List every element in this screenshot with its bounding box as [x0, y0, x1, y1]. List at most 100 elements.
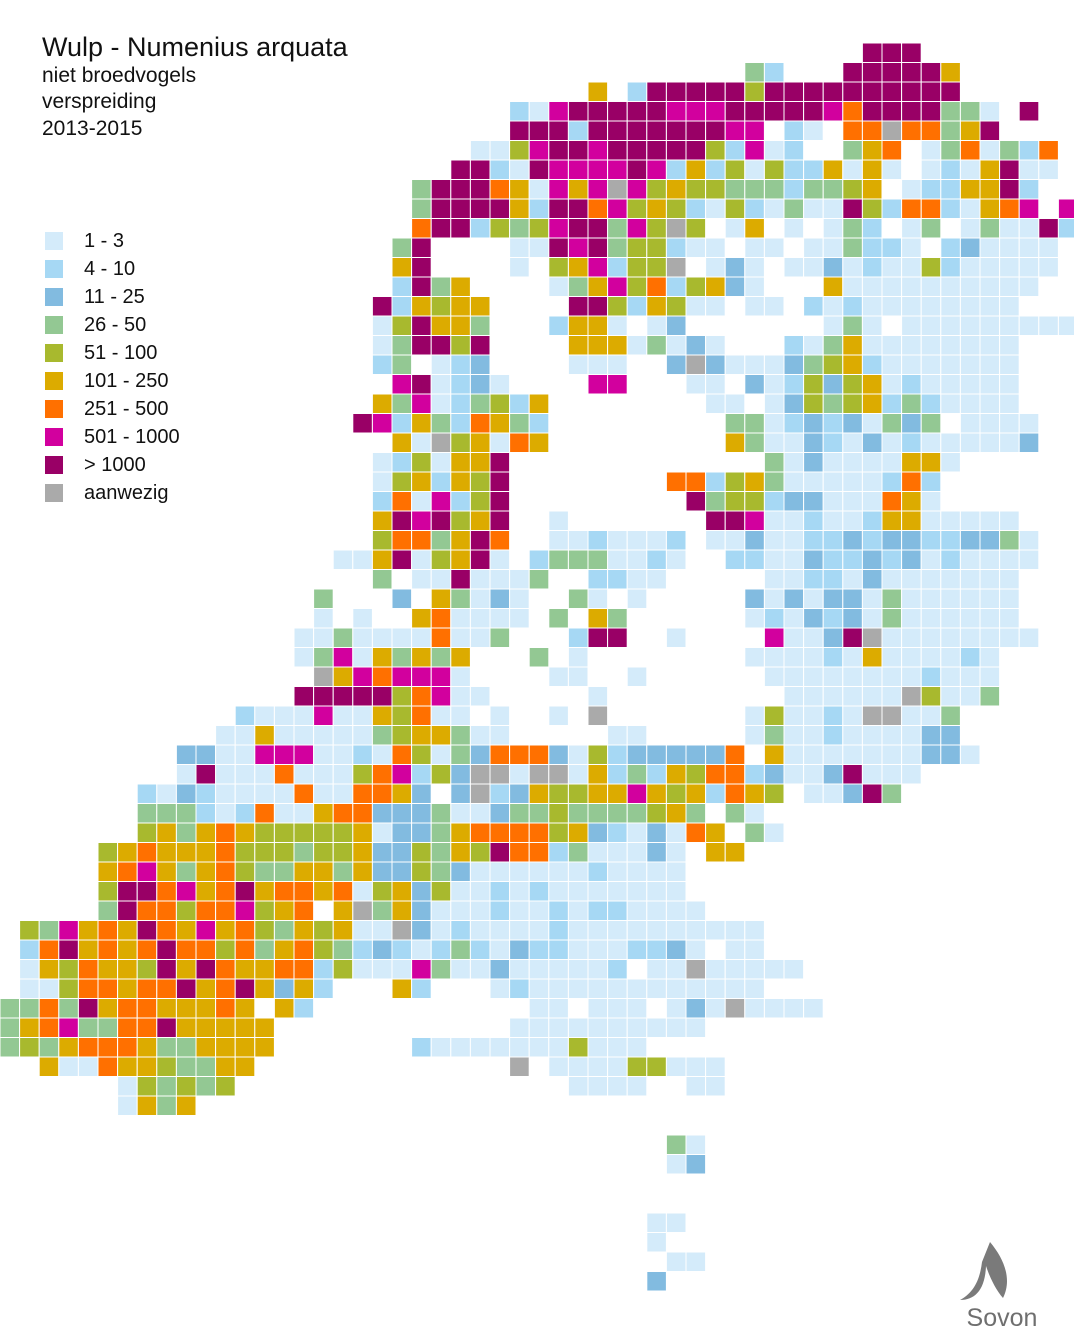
grid-cell: [1018, 432, 1040, 453]
grid-cell: [430, 920, 452, 941]
grid-cell: [195, 998, 217, 1019]
grid-cell: [763, 198, 785, 219]
grid-cell: [665, 315, 687, 336]
grid-cell: [724, 959, 746, 980]
grid-cell: [959, 179, 981, 200]
grid-cell: [567, 1076, 589, 1097]
grid-cell: [313, 705, 334, 726]
grid-cell: [881, 510, 903, 531]
grid-cell: [744, 588, 765, 609]
grid-cell: [626, 257, 648, 278]
grid-cell: [195, 764, 217, 785]
grid-cell: [999, 296, 1020, 317]
grid-cell: [97, 978, 119, 999]
grid-cell: [842, 725, 863, 746]
grid-cell: [705, 335, 726, 356]
grid-cell: [567, 179, 589, 200]
grid-cell: [842, 471, 863, 492]
grid-cell: [724, 81, 746, 102]
grid-cell: [450, 198, 471, 219]
grid-cell: [548, 1056, 569, 1077]
grid-cell: [685, 354, 707, 375]
grid-cell: [430, 1037, 452, 1058]
grid-cell: [58, 939, 79, 960]
grid-cell: [489, 510, 511, 531]
grid-cell: [881, 744, 903, 765]
grid-cell: [489, 198, 511, 219]
grid-cell: [665, 1017, 687, 1038]
grid-cell: [313, 783, 334, 804]
grid-cell: [38, 920, 60, 941]
grid-cell: [38, 1037, 60, 1058]
grid-cell: [293, 803, 315, 824]
grid-cell: [920, 549, 942, 570]
grid-cell: [430, 471, 452, 492]
grid-cell: [293, 627, 315, 648]
grid-cell: [567, 120, 589, 141]
grid-cell: [646, 179, 667, 200]
grid-cell: [881, 159, 903, 180]
grid-cell: [528, 218, 550, 239]
grid-cell: [626, 569, 648, 590]
grid-cell: [783, 413, 805, 434]
grid-cell: [509, 978, 530, 999]
grid-cell: [371, 315, 393, 336]
grid-cell: [430, 959, 452, 980]
grid-cell: [489, 393, 511, 414]
grid-cell: [411, 510, 432, 531]
grid-cell: [607, 978, 628, 999]
grid-cell: [156, 1017, 177, 1038]
grid-cell: [685, 1076, 707, 1097]
grid-cell: [842, 198, 863, 219]
grid-cell: [861, 198, 883, 219]
grid-cell: [509, 744, 530, 765]
grid-cell: [489, 179, 511, 200]
grid-cell: [175, 1056, 197, 1077]
grid-cell: [117, 1076, 138, 1097]
grid-cell: [38, 959, 60, 980]
grid-cell: [665, 998, 687, 1019]
grid-cell: [744, 725, 765, 746]
grid-cell: [450, 881, 471, 902]
grid-cell: [430, 744, 452, 765]
grid-cell: [744, 647, 765, 668]
grid-cell: [136, 900, 158, 921]
grid-cell: [705, 140, 726, 161]
grid-cell: [411, 744, 432, 765]
grid-cell: [136, 920, 158, 941]
grid-cell: [195, 881, 217, 902]
grid-cell: [567, 101, 589, 122]
grid-cell: [450, 822, 471, 843]
grid-cell: [940, 354, 961, 375]
grid-cell: [254, 783, 275, 804]
grid-cell: [685, 939, 707, 960]
grid-cell: [548, 237, 569, 258]
grid-cell: [626, 218, 648, 239]
grid-cell: [940, 276, 961, 297]
legend-label: 26 - 50: [84, 314, 146, 336]
grid-cell: [509, 1017, 530, 1038]
grid-cell: [861, 159, 883, 180]
grid-cell: [489, 413, 511, 434]
grid-cell: [724, 101, 746, 122]
grid-cell: [744, 257, 765, 278]
grid-cell: [548, 276, 569, 297]
grid-cell: [352, 764, 373, 785]
grid-cell: [273, 998, 295, 1019]
grid-cell: [548, 822, 569, 843]
grid-cell: [607, 101, 628, 122]
grid-cell: [783, 374, 805, 395]
grid-cell: [959, 120, 981, 141]
grid-cell: [626, 881, 648, 902]
grid-cell: [469, 764, 491, 785]
grid-cell: [881, 530, 903, 551]
grid-cell: [979, 198, 1001, 219]
legend-swatch: [45, 344, 63, 362]
grid-cell: [450, 179, 471, 200]
grid-cell: [332, 881, 354, 902]
grid-cell: [626, 179, 648, 200]
grid-cell: [665, 861, 687, 882]
grid-cell: [881, 764, 903, 785]
grid-cell: [783, 335, 805, 356]
grid-cell: [469, 920, 491, 941]
